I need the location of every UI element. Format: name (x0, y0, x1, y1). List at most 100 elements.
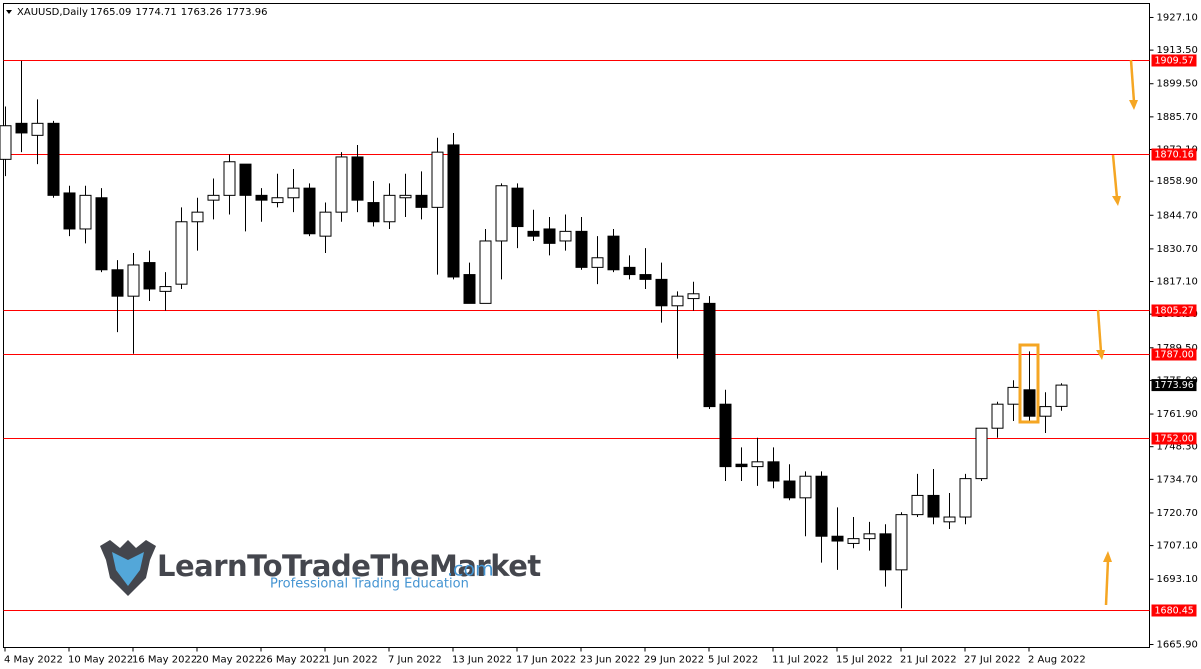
candle-body (207, 194, 220, 201)
y-tick-label: 1913.50 (1157, 45, 1198, 56)
candle-body (95, 197, 108, 271)
candle-body (655, 278, 668, 307)
annotations (1018, 59, 1138, 606)
arrow (1096, 309, 1103, 353)
candle-body (895, 514, 908, 571)
candle-body (639, 274, 652, 280)
x-tick-label: 15 Jul 2022 (836, 655, 893, 666)
candle-body (63, 192, 76, 230)
ohlc-readout: 1765.09 1774.71 1763.26 1773.96 (90, 7, 267, 18)
candle-body (1007, 386, 1020, 405)
candle-body (415, 194, 428, 208)
highlight-box (1018, 343, 1040, 424)
candle-body (479, 240, 492, 304)
candle-body (975, 427, 988, 480)
candle-body (831, 535, 844, 542)
candle-body (703, 302, 716, 408)
y-tick-label: 1734.70 (1157, 474, 1198, 485)
candle-body (159, 286, 172, 292)
candle-body (335, 156, 348, 213)
candle-body (783, 480, 796, 499)
candle-body (287, 187, 300, 199)
candle-body (847, 538, 860, 544)
candle-body (575, 230, 588, 268)
current-price-label: 1773.96 (1155, 380, 1194, 391)
ohlc-open: 1765.09 (90, 7, 131, 18)
candle-body (1055, 384, 1068, 407)
candle-body (943, 516, 956, 523)
x-tick-label: 13 Jun 2022 (452, 655, 512, 666)
candle-body (47, 122, 60, 196)
y-tick-label: 1707.10 (1157, 541, 1198, 552)
level-label: 1805.27 (1155, 306, 1194, 317)
level-label: 1752.00 (1155, 434, 1194, 445)
level-label: 1787.00 (1155, 350, 1194, 361)
x-tick-label: 29 Jun 2022 (644, 655, 704, 666)
arrow-head (1103, 551, 1112, 562)
x-tick-label: 2 Aug 2022 (1028, 655, 1086, 666)
candle-body (303, 187, 316, 235)
candle-body (815, 475, 828, 537)
menu-triangle (6, 10, 12, 14)
candle-body (863, 533, 876, 540)
candle-body (799, 475, 812, 499)
watermark-domain: .com (447, 559, 494, 581)
arrow-head (1112, 196, 1121, 206)
candle-body (623, 266, 636, 276)
y-tick-label: 1693.10 (1157, 574, 1198, 585)
candle-body (527, 230, 540, 237)
arrow (1129, 59, 1136, 103)
y-tick-label: 1665.90 (1157, 639, 1198, 650)
candle-body (1023, 389, 1036, 417)
candle-body (607, 235, 620, 271)
logo-bull (112, 552, 144, 586)
candle-body (31, 122, 44, 136)
level-label: 1870.16 (1155, 150, 1194, 161)
level-label-bg (1151, 304, 1197, 317)
candle-body (463, 274, 476, 304)
x-tick-label: 7 Jun 2022 (388, 655, 442, 666)
candle-body (15, 122, 28, 134)
y-tick-label: 1789.50 (1157, 343, 1198, 354)
x-tick-label: 17 Jun 2022 (516, 655, 576, 666)
candle-body (239, 163, 252, 196)
candle-body (719, 403, 732, 468)
candle-body (191, 211, 204, 223)
x-tick-label: 23 Jun 2022 (580, 655, 640, 666)
x-tick-label: 1 Jun 2022 (324, 655, 378, 666)
x-tick-label: 11 Jul 2022 (772, 655, 829, 666)
arrow (1111, 154, 1119, 199)
candle-body (399, 194, 412, 199)
x-tick-label: 5 Jul 2022 (708, 655, 758, 666)
candle-body (367, 202, 380, 223)
candle-body (1039, 406, 1052, 417)
candle-body (543, 228, 556, 244)
ohlc-low: 1763.26 (181, 7, 222, 18)
x-tick-label: 10 May 2022 (68, 655, 133, 666)
candle-body (511, 187, 524, 228)
candle-body (879, 533, 892, 571)
candle-body (79, 194, 92, 230)
arrow (1104, 559, 1110, 606)
level-label-bg (1151, 348, 1197, 361)
level-label-bg (1151, 148, 1197, 161)
x-tick-label: 27 Jul 2022 (964, 655, 1021, 666)
candle-body (959, 478, 972, 518)
candle-body (447, 144, 460, 278)
x-tick-label: 20 May 2022 (196, 655, 261, 666)
y-tick-label: 1748.30 (1157, 442, 1198, 453)
y-tick-label: 1720.70 (1157, 508, 1198, 519)
y-tick-label: 1899.50 (1157, 79, 1198, 90)
arrow-head (1096, 350, 1105, 360)
x-tick-label: 4 May 2022 (4, 655, 63, 666)
y-tick-label: 1817.10 (1157, 277, 1198, 288)
y-tick-label: 1761.90 (1157, 409, 1198, 420)
candle-body (255, 194, 268, 201)
candle-body (431, 151, 444, 208)
x-tick-label: 26 May 2022 (260, 655, 325, 666)
symbol: XAUUSD,Daily (17, 7, 88, 18)
candle-body (671, 295, 684, 307)
candle-body (559, 230, 572, 242)
